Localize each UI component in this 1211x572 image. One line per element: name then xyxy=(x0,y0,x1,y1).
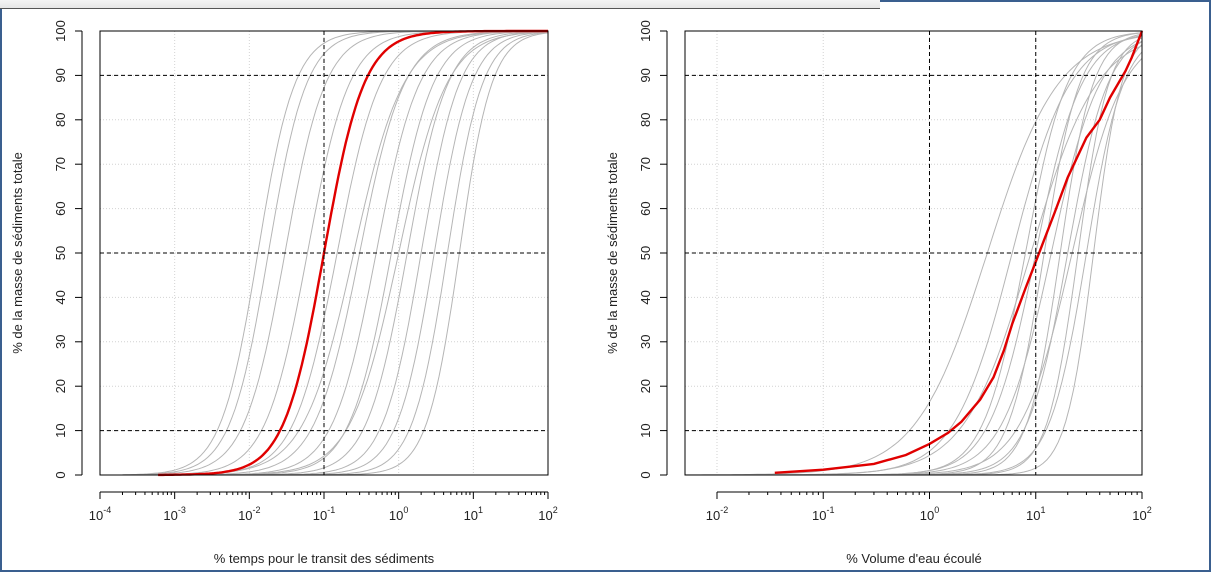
y-tick-label: 20 xyxy=(638,379,653,393)
x-axis-title: % Volume d'eau écoulé xyxy=(846,551,981,566)
plot-area-box xyxy=(684,30,1143,476)
x-tick-label: 100 xyxy=(920,505,939,523)
y-axis-title: % de la masse de sédiments totale xyxy=(605,152,620,354)
highlight-curve xyxy=(774,30,1144,474)
x-tick-label: 102 xyxy=(538,505,557,523)
x-axis: 10-2 10-1 100 101 102 xyxy=(706,491,1152,523)
right-chart-volume: 0 10 20 30 40 50 60 70 80 90 100 10-2 10-1 100 101 102%… xyxy=(605,20,1152,566)
y-tick-label: 10 xyxy=(53,423,68,437)
background-curve-10 xyxy=(685,51,1143,476)
y-tick-label: 50 xyxy=(53,246,68,260)
background-curve-3 xyxy=(685,32,1143,476)
y-axis: 0 10 20 30 40 50 60 70 80 90 100 xyxy=(638,20,668,479)
plot-area-box xyxy=(99,30,549,476)
x-tick-label: 10-3 xyxy=(163,505,185,523)
background-curve-13 xyxy=(685,57,1143,476)
y-tick-label: 90 xyxy=(638,68,653,82)
y-tick-label: 10 xyxy=(638,423,653,437)
y-tick-label: 50 xyxy=(638,246,653,260)
x-tick-label: 10-4 xyxy=(89,505,111,523)
reference-lines xyxy=(100,31,548,475)
y-tick-label: 0 xyxy=(638,471,653,478)
background-curve-8 xyxy=(685,41,1143,476)
x-tick-label: 10-2 xyxy=(238,505,260,523)
x-tick-label: 10-2 xyxy=(706,505,728,523)
x-tick-label: 10-1 xyxy=(812,505,834,523)
y-tick-label: 40 xyxy=(53,290,68,304)
x-tick-label: 10-1 xyxy=(313,505,335,523)
y-tick-label: 60 xyxy=(638,201,653,215)
y-tick-label: 30 xyxy=(53,335,68,349)
y-tick-label: 40 xyxy=(638,290,653,304)
y-tick-label: 100 xyxy=(638,20,653,42)
y-tick-label: 70 xyxy=(53,157,68,171)
x-axis-title: % temps pour le transit des sédiments xyxy=(214,551,435,566)
y-tick-label: 90 xyxy=(53,68,68,82)
y-tick-label: 80 xyxy=(53,113,68,127)
window-top-strip xyxy=(0,0,880,9)
y-tick-label: 30 xyxy=(638,335,653,349)
x-tick-label: 102 xyxy=(1132,505,1151,523)
y-tick-label: 100 xyxy=(53,20,68,42)
x-tick-label: 101 xyxy=(1026,505,1045,523)
background-curve-11 xyxy=(685,44,1143,476)
x-tick-label: 100 xyxy=(389,505,408,523)
background-curve-6 xyxy=(158,30,548,476)
x-tick-label: 101 xyxy=(464,505,483,523)
reference-lines xyxy=(685,31,1142,475)
y-axis-title: % de la masse de sédiments totale xyxy=(10,152,25,354)
background-curve-7 xyxy=(685,33,1143,476)
background-curve-5 xyxy=(685,32,1143,476)
y-tick-label: 60 xyxy=(53,201,68,215)
background-curve-1 xyxy=(685,36,1143,476)
y-axis: 0 10 20 30 40 50 60 70 80 90 100 xyxy=(53,20,83,479)
background-curve-14 xyxy=(174,30,548,476)
background-curve-6 xyxy=(685,40,1143,476)
y-tick-label: 0 xyxy=(53,471,68,478)
background-curve-12 xyxy=(685,45,1143,476)
background-curve-13 xyxy=(174,32,549,476)
y-tick-label: 70 xyxy=(638,157,653,171)
y-tick-label: 20 xyxy=(53,379,68,393)
y-tick-label: 80 xyxy=(638,113,653,127)
x-axis: 10-4 10-3 10-2 10-1 100 101 102 xyxy=(89,491,558,523)
background-curves xyxy=(685,32,1143,476)
